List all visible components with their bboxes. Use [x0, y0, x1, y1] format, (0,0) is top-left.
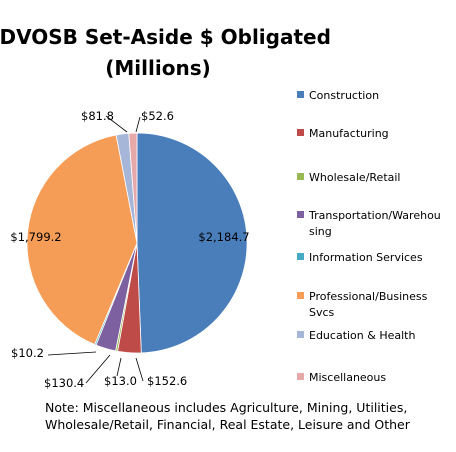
data-label: $10.2 [11, 346, 44, 360]
legend-label: Wholesale/Retail [309, 171, 401, 184]
chart-title-line-2: (Millions) [105, 56, 211, 80]
legend-label: Transportation/Warehou [308, 209, 441, 222]
legend-swatch [297, 373, 304, 380]
legend-item: Transportation/Warehou sing [297, 209, 441, 238]
data-label: $152.6 [147, 374, 187, 388]
legend-item: Wholesale/Retail [297, 171, 401, 184]
pie-slice-professional-business-svcs [26, 134, 138, 346]
legend-swatch [297, 91, 304, 98]
legend-item: Professional/Business Svcs [297, 290, 428, 319]
note: Note: Miscellaneous includes Agriculture… [45, 400, 411, 432]
note-line-1: Note: Miscellaneous includes Agriculture… [45, 400, 407, 415]
legend-label: Construction [309, 89, 379, 102]
note-line-2: Wholesale/Retail, Financial, Real Estate… [45, 417, 411, 432]
leader-line [105, 115, 128, 133]
pie-slice-miscellaneous [128, 132, 138, 244]
legend-label: Information Services [309, 251, 423, 264]
legend-item: Education & Health [297, 329, 415, 342]
legend-label: Professional/Business [309, 290, 428, 303]
legend-swatch [297, 331, 304, 338]
legend-swatch [297, 173, 304, 180]
data-label: $81.8 [81, 109, 114, 123]
data-labels: $2,184.7 $152.6 $13.0 $130.4 $10.2 $1,799.2 $8… [10, 109, 249, 390]
legend-label: Miscellaneous [309, 371, 386, 384]
legend-label: Education & Health [309, 329, 415, 342]
legend-label: sing [309, 225, 332, 238]
legend-item: Manufacturing [297, 127, 389, 140]
data-label: $1,799.2 [10, 230, 61, 244]
legend-item: Miscellaneous [297, 371, 386, 384]
legend-label: Svcs [309, 306, 335, 319]
leader-line [47, 351, 97, 356]
data-label: $130.4 [44, 376, 84, 390]
legend-swatch [297, 129, 304, 136]
leader-line [85, 354, 111, 384]
legend-swatch [297, 211, 304, 218]
legend-swatch [297, 253, 304, 260]
pie-slice-construction [136, 132, 248, 354]
chart-title-line-1: SDVOSB Set-Aside $ Obligated [0, 25, 331, 49]
data-label: $2,184.7 [198, 230, 249, 244]
legend-item: Information Services [297, 251, 423, 264]
chart-title: SDVOSB Set-Aside $ Obligated (Millions) [0, 25, 331, 80]
leader-line [135, 357, 144, 382]
legend-label: Manufacturing [309, 127, 389, 140]
leader-line [116, 357, 122, 377]
data-label: $13.0 [104, 374, 137, 388]
pie-slices [26, 132, 248, 354]
legend-swatch [297, 292, 304, 299]
legend: Construction Manufacturing Wholesale/Retai… [297, 89, 441, 384]
leader-line [135, 116, 141, 133]
data-label: $52.6 [141, 109, 174, 123]
leader-lines [47, 115, 144, 384]
legend-item: Construction [297, 89, 379, 102]
